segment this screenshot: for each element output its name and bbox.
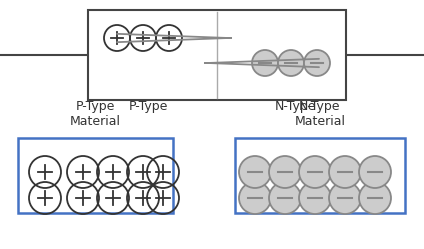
Circle shape [239, 156, 271, 188]
Circle shape [304, 50, 330, 76]
Text: N-Type: N-Type [274, 100, 316, 113]
Circle shape [299, 156, 331, 188]
Circle shape [239, 182, 271, 214]
Circle shape [269, 156, 301, 188]
Circle shape [252, 50, 278, 76]
Circle shape [359, 156, 391, 188]
Text: P-Type: P-Type [128, 100, 167, 113]
Text: N-Type
Material: N-Type Material [295, 100, 346, 128]
Text: P-Type
Material: P-Type Material [70, 100, 120, 128]
Bar [235, 138, 405, 213]
Bar [88, 10, 346, 100]
Circle shape [278, 50, 304, 76]
Circle shape [359, 182, 391, 214]
Bar [18, 138, 173, 213]
Circle shape [329, 182, 361, 214]
Circle shape [269, 182, 301, 214]
Circle shape [299, 182, 331, 214]
Circle shape [329, 156, 361, 188]
